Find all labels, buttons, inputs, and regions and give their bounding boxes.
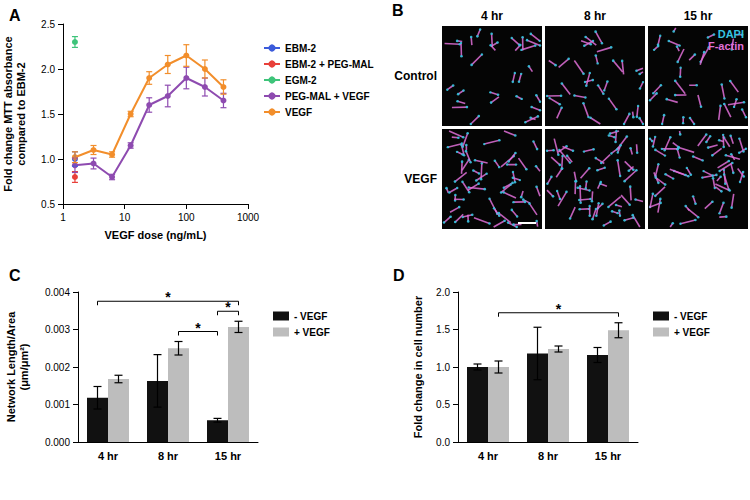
svg-text:10: 10: [119, 212, 131, 223]
svg-text:0.0: 0.0: [436, 437, 450, 448]
svg-text:VEGF: VEGF: [285, 107, 312, 118]
svg-text:0.5: 0.5: [41, 199, 55, 210]
svg-text:- VEGF: - VEGF: [294, 311, 327, 322]
svg-text:8 hr: 8 hr: [538, 450, 559, 462]
svg-text:D: D: [393, 267, 405, 284]
svg-text:EBM-2: EBM-2: [285, 43, 317, 54]
svg-text:DAPI: DAPI: [718, 28, 744, 40]
svg-text:Fold change MTT absorbance: Fold change MTT absorbance: [2, 36, 14, 191]
svg-text:8 hr: 8 hr: [584, 9, 606, 23]
svg-text:2.0: 2.0: [436, 287, 450, 298]
svg-text:Network Length/Area: Network Length/Area: [5, 311, 17, 423]
svg-text:2.0: 2.0: [41, 64, 55, 75]
svg-text:- VEGF: - VEGF: [674, 311, 707, 322]
svg-text:100: 100: [178, 212, 195, 223]
svg-text:2.5: 2.5: [41, 19, 55, 30]
svg-text:*: *: [225, 299, 231, 315]
svg-text:B: B: [392, 2, 404, 19]
svg-text:PEG-MAL + VEGF: PEG-MAL + VEGF: [285, 91, 370, 102]
svg-text:0.000: 0.000: [45, 437, 70, 448]
svg-text:EBM-2 + PEG-MAL: EBM-2 + PEG-MAL: [285, 59, 374, 70]
svg-text:Fold change in cell number: Fold change in cell number: [412, 295, 424, 438]
svg-text:F-actin: F-actin: [708, 40, 744, 52]
svg-text:0.5: 0.5: [436, 399, 450, 410]
svg-text:0.002: 0.002: [45, 362, 70, 373]
svg-text:1.0: 1.0: [436, 362, 450, 373]
svg-text:C: C: [9, 267, 21, 284]
svg-text:4 hr: 4 hr: [481, 9, 503, 23]
svg-text:+ VEGF: + VEGF: [294, 327, 330, 338]
svg-text:15 hr: 15 hr: [215, 450, 242, 462]
svg-text:15 hr: 15 hr: [595, 450, 622, 462]
svg-text:VEGF dose (ng/mL): VEGF dose (ng/mL): [104, 229, 206, 241]
svg-text:1: 1: [60, 212, 66, 223]
svg-text:1.0: 1.0: [41, 154, 55, 165]
svg-text:*: *: [195, 320, 201, 336]
svg-text:1.5: 1.5: [436, 324, 450, 335]
svg-text:VEGF: VEGF: [404, 172, 437, 186]
svg-text:EGM-2: EGM-2: [285, 75, 317, 86]
svg-text:*: *: [556, 301, 562, 317]
svg-text:0.003: 0.003: [45, 324, 70, 335]
svg-text:Control: Control: [394, 69, 437, 83]
svg-text:8 hr: 8 hr: [158, 450, 179, 462]
svg-text:A: A: [9, 7, 21, 24]
svg-text:0.004: 0.004: [45, 287, 70, 298]
svg-text:4 hr: 4 hr: [478, 450, 499, 462]
svg-text:+ VEGF: + VEGF: [674, 327, 710, 338]
svg-text:15 hr: 15 hr: [684, 9, 713, 23]
svg-text:*: *: [165, 289, 171, 305]
svg-text:4 hr: 4 hr: [98, 450, 119, 462]
svg-text:0.001: 0.001: [45, 399, 70, 410]
svg-text:compared to EBM-2: compared to EBM-2: [15, 62, 27, 165]
svg-text:1.5: 1.5: [41, 109, 55, 120]
svg-text:1000: 1000: [237, 212, 260, 223]
svg-text:(μm/μm²): (μm/μm²): [18, 343, 30, 390]
